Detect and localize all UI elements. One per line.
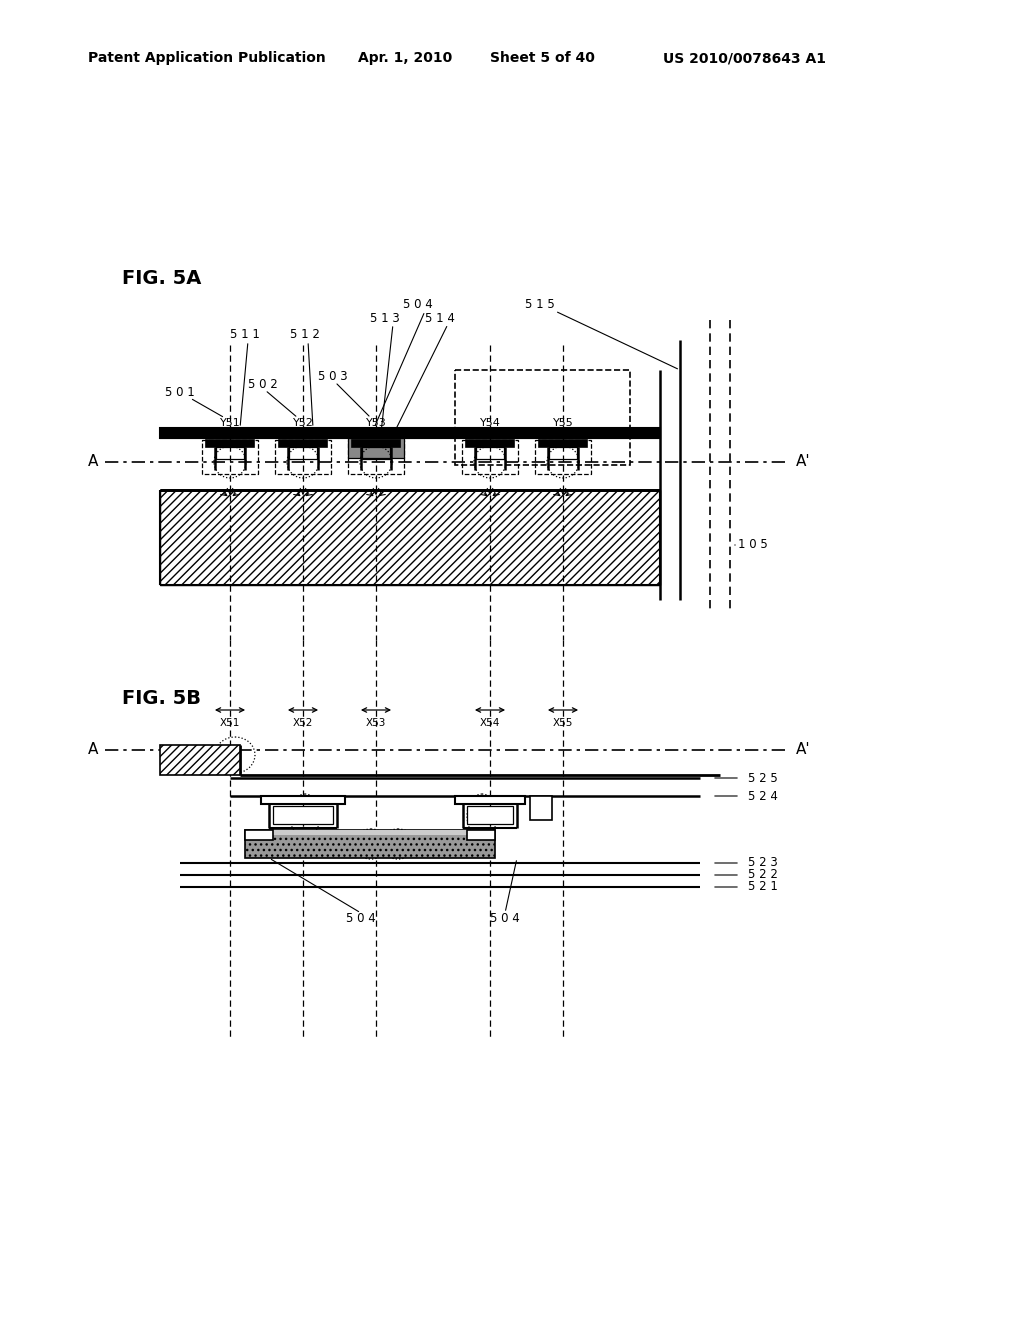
Text: 5 0 4: 5 0 4 [403, 298, 433, 312]
Text: 5 0 4: 5 0 4 [490, 912, 520, 925]
Bar [273, 807, 333, 824]
Text: 5 0 4: 5 0 4 [346, 912, 376, 925]
Text: X55: X55 [553, 718, 573, 729]
Text: 5 2 3: 5 2 3 [748, 857, 778, 870]
Text: 5 1 5: 5 1 5 [525, 298, 555, 312]
Text: A: A [88, 454, 98, 470]
Bar [245, 830, 495, 836]
Bar [289, 447, 317, 459]
Bar [348, 438, 404, 458]
Text: Patent Application Publication: Patent Application Publication [88, 51, 326, 65]
Text: 5 1 4: 5 1 4 [425, 312, 455, 325]
Text: 5 2 2: 5 2 2 [748, 869, 778, 882]
Text: X52: X52 [293, 718, 313, 729]
Bar [467, 807, 513, 824]
Bar [535, 440, 591, 474]
Text: Sheet 5 of 40: Sheet 5 of 40 [490, 51, 595, 65]
Text: A: A [88, 742, 98, 758]
Bar [455, 796, 525, 804]
Text: Y54: Y54 [479, 418, 501, 428]
Text: 5 0 1: 5 0 1 [165, 387, 195, 400]
Bar [462, 440, 518, 474]
Text: X54: X54 [480, 718, 500, 729]
Bar [206, 440, 254, 447]
Bar [362, 447, 390, 459]
Text: Y55: Y55 [553, 418, 573, 428]
Bar [348, 438, 404, 458]
Bar [160, 490, 660, 585]
Text: 5 2 4: 5 2 4 [748, 789, 778, 803]
Bar [467, 830, 495, 840]
Text: 1 0 5: 1 0 5 [738, 539, 768, 552]
Text: US 2010/0078643 A1: US 2010/0078643 A1 [663, 51, 826, 65]
Bar [549, 447, 577, 459]
Text: A': A' [796, 742, 811, 758]
Bar [160, 744, 240, 775]
Bar [530, 796, 552, 820]
Bar [160, 428, 660, 438]
Bar [202, 440, 258, 474]
Text: A': A' [796, 454, 811, 470]
Text: FIG. 5B: FIG. 5B [122, 689, 201, 708]
Text: FIG. 5A: FIG. 5A [122, 268, 202, 288]
Text: Y53: Y53 [366, 418, 386, 428]
Bar [476, 447, 504, 459]
Text: X53: X53 [366, 718, 386, 729]
Bar [261, 796, 345, 804]
Text: 5 2 5: 5 2 5 [748, 771, 778, 784]
Bar [466, 440, 514, 447]
Text: X51: X51 [220, 718, 241, 729]
Text: 5 1 2: 5 1 2 [290, 329, 319, 342]
Bar [279, 440, 327, 447]
Text: 5 0 2: 5 0 2 [248, 378, 278, 391]
Bar [352, 440, 400, 447]
Bar [539, 440, 587, 447]
Bar [245, 830, 273, 840]
Bar [455, 370, 630, 465]
Bar [245, 830, 495, 858]
Text: 5 2 1: 5 2 1 [748, 880, 778, 894]
Bar [216, 447, 244, 459]
Text: Apr. 1, 2010: Apr. 1, 2010 [358, 51, 453, 65]
Text: 5 1 3: 5 1 3 [370, 312, 400, 325]
Text: 5 0 3: 5 0 3 [318, 370, 347, 383]
Text: 5 1 1: 5 1 1 [230, 329, 260, 342]
Text: Y52: Y52 [293, 418, 313, 428]
Bar [348, 440, 404, 474]
Text: Y51: Y51 [219, 418, 241, 428]
Bar [275, 440, 331, 474]
